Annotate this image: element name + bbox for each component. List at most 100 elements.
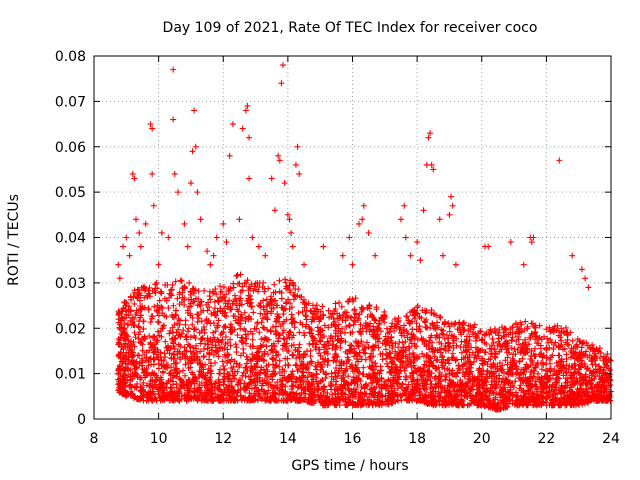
data-point — [423, 324, 430, 331]
data-point — [165, 304, 172, 311]
data-point — [262, 252, 269, 259]
data-point — [285, 296, 292, 303]
data-point — [254, 356, 261, 363]
data-point — [401, 202, 408, 209]
data-point — [230, 363, 237, 370]
data-point — [205, 299, 212, 306]
data-point — [256, 329, 263, 336]
data-point — [274, 311, 281, 318]
data-point — [174, 295, 181, 302]
data-point — [220, 392, 227, 399]
data-point — [230, 298, 237, 305]
data-point — [204, 248, 211, 255]
data-point — [185, 365, 192, 372]
data-point — [257, 367, 264, 374]
data-point — [130, 293, 137, 300]
data-point — [145, 306, 152, 313]
data-point — [201, 396, 208, 403]
data-point — [191, 326, 198, 333]
data-point — [190, 392, 197, 399]
data-point — [280, 327, 287, 334]
data-point — [276, 277, 283, 284]
data-point — [538, 366, 545, 373]
data-point — [180, 367, 187, 374]
data-point — [194, 302, 201, 309]
data-point — [173, 369, 180, 376]
data-point — [198, 335, 205, 342]
data-point — [286, 300, 293, 307]
data-point — [207, 338, 214, 345]
data-point — [282, 276, 289, 283]
data-point — [194, 189, 201, 196]
data-point — [189, 285, 196, 292]
data-point — [165, 378, 172, 385]
data-point — [280, 62, 287, 69]
data-point — [168, 286, 175, 293]
data-point — [227, 324, 234, 331]
data-point — [227, 358, 234, 365]
data-point — [414, 239, 421, 246]
data-point — [320, 243, 327, 250]
data-point — [206, 387, 213, 394]
data-point — [234, 368, 241, 375]
data-point — [296, 397, 303, 404]
data-point — [264, 351, 271, 358]
data-point — [308, 308, 315, 315]
data-point — [125, 303, 132, 310]
data-point — [195, 296, 202, 303]
data-point — [190, 299, 197, 306]
data-point — [256, 284, 263, 291]
data-point — [227, 306, 234, 313]
data-point — [221, 305, 228, 312]
data-point — [276, 363, 283, 370]
data-point — [445, 320, 452, 327]
data-point — [149, 334, 156, 341]
data-point — [159, 305, 166, 312]
data-point — [279, 330, 286, 337]
data-point — [134, 396, 141, 403]
data-point — [143, 365, 150, 372]
data-point — [215, 317, 222, 324]
data-point — [226, 297, 233, 304]
data-point — [167, 291, 174, 298]
data-point — [158, 290, 165, 297]
data-point — [115, 376, 122, 383]
data-point — [136, 229, 143, 236]
data-point — [137, 312, 144, 319]
data-point — [360, 202, 367, 209]
data-point — [372, 252, 379, 259]
data-point — [233, 272, 240, 279]
data-point — [155, 319, 162, 326]
data-point — [304, 398, 311, 405]
data-point — [286, 328, 293, 335]
data-point — [274, 379, 281, 386]
data-point — [253, 325, 260, 332]
data-point — [246, 134, 253, 141]
data-point — [170, 66, 177, 73]
data-point — [240, 345, 247, 352]
data-point — [211, 359, 218, 366]
data-point — [158, 395, 165, 402]
data-point — [147, 355, 154, 362]
data-point — [321, 341, 328, 348]
data-point — [261, 285, 268, 292]
data-point — [177, 385, 184, 392]
data-point — [121, 329, 128, 336]
data-point — [242, 340, 249, 347]
data-point — [507, 239, 514, 246]
data-point — [165, 342, 172, 349]
data-point — [289, 389, 296, 396]
data-point — [220, 220, 227, 227]
data-point — [189, 148, 196, 155]
data-point — [290, 279, 297, 286]
data-point — [417, 257, 424, 264]
x-tick-label: 16 — [344, 431, 362, 447]
data-point — [292, 391, 299, 398]
data-point — [125, 312, 132, 319]
data-point — [247, 316, 254, 323]
data-point — [288, 229, 295, 236]
data-point — [137, 328, 144, 335]
data-point — [355, 220, 362, 227]
data-point — [139, 347, 146, 354]
data-point — [290, 332, 297, 339]
